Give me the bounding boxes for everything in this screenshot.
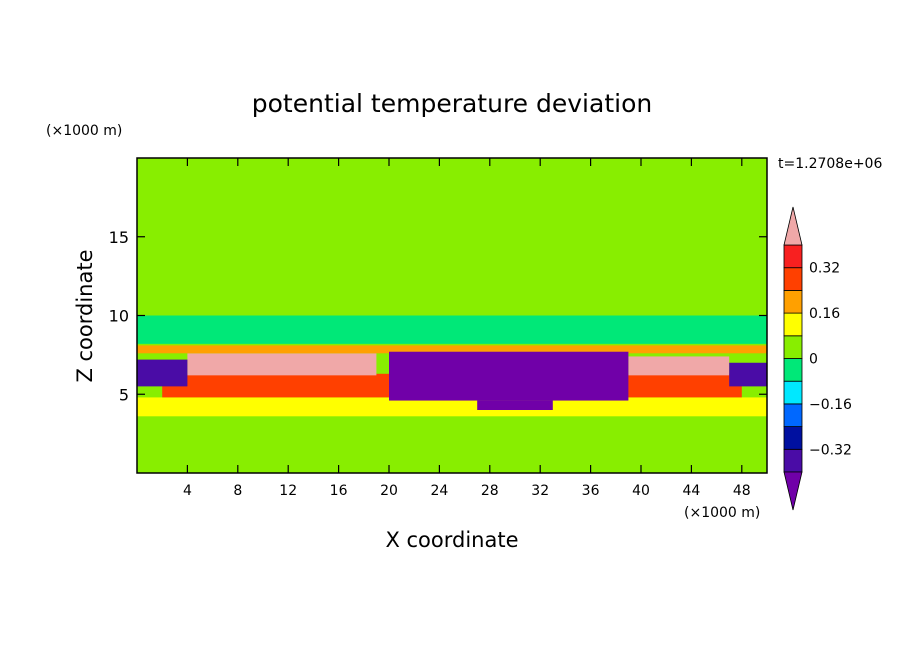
x-tick-label-1: 8 [233, 483, 242, 499]
colorbar-swatch-9 [783, 244, 803, 269]
colorbar-swatch-1 [783, 426, 803, 450]
y-axis-label: Z coordinate [73, 249, 97, 382]
x-units-label: (×1000 m) [684, 505, 760, 521]
x-tick-label-5: 24 [430, 483, 448, 499]
y-tick-label-2: 15 [109, 228, 129, 247]
heatmap-region-9 [628, 356, 730, 376]
x-tick-label-8: 36 [582, 483, 600, 499]
colorbar-tick-label-4: −0.32 [809, 442, 852, 458]
heatmap-region-14 [477, 400, 553, 410]
x-tick-label-10: 44 [682, 483, 700, 499]
colorbar: 0.32 0.16 0 −0.16 −0.32 [783, 206, 852, 511]
heatmap-region-7 [615, 373, 742, 398]
x-tick-label-2: 12 [279, 483, 297, 499]
y-axis: 5 10 15 [109, 228, 767, 404]
time-label: t=1.2708e+06 [778, 156, 882, 172]
heatmap-region-2 [137, 315, 767, 344]
heatmap-region-3 [137, 252, 767, 292]
colorbar-min-arrow [783, 471, 803, 511]
x-tick-label-0: 4 [183, 483, 192, 499]
x-tick-label-7: 32 [531, 483, 549, 499]
heatmap-region-13 [389, 351, 629, 401]
colorbar-tick-label-3: −0.16 [809, 397, 852, 413]
colorbar-tick-label-0: 0.32 [809, 261, 840, 277]
heatmap-region-4 [137, 224, 767, 253]
colorbar-tick-label-1: 0.16 [809, 306, 840, 322]
colorbar-max-arrow [783, 206, 803, 246]
colorbar-tick-label-2: 0 [809, 352, 818, 368]
colorbar-swatch-8 [783, 267, 803, 291]
x-axis-label: X coordinate [385, 528, 518, 552]
x-tick-label-4: 20 [380, 483, 398, 499]
heatmap-region-1 [137, 397, 767, 417]
y-tick-label-0: 5 [119, 385, 129, 404]
y-units-label: (×1000 m) [46, 123, 122, 139]
x-tick-label-9: 40 [632, 483, 650, 499]
x-tick-label-11: 48 [733, 483, 751, 499]
colorbar-swatch-3 [783, 380, 803, 405]
colorbar-swatch-7 [783, 289, 803, 314]
x-axis: 4 8 12 16 20 24 28 32 36 40 44 48 [183, 158, 751, 499]
chart-title: potential temperature deviation [252, 89, 652, 118]
heatmap-region-6 [162, 373, 389, 398]
x-tick-label-6: 28 [481, 483, 499, 499]
heatmap-region-11 [137, 359, 188, 387]
y-tick-label-1: 10 [109, 307, 129, 326]
colorbar-swatch-6 [783, 312, 803, 337]
colorbar-swatch-4 [783, 358, 803, 382]
colorbar-swatch-5 [783, 335, 803, 359]
plot-area [137, 158, 767, 473]
x-tick-label-3: 16 [330, 483, 348, 499]
colorbar-swatch-2 [783, 403, 803, 427]
colorbar-swatch-0 [783, 448, 803, 473]
heatmap-region-5 [137, 158, 767, 198]
heatmap-region-8 [187, 353, 377, 376]
heatmap-region-12 [729, 362, 767, 387]
heatmap-region-10 [137, 345, 767, 354]
